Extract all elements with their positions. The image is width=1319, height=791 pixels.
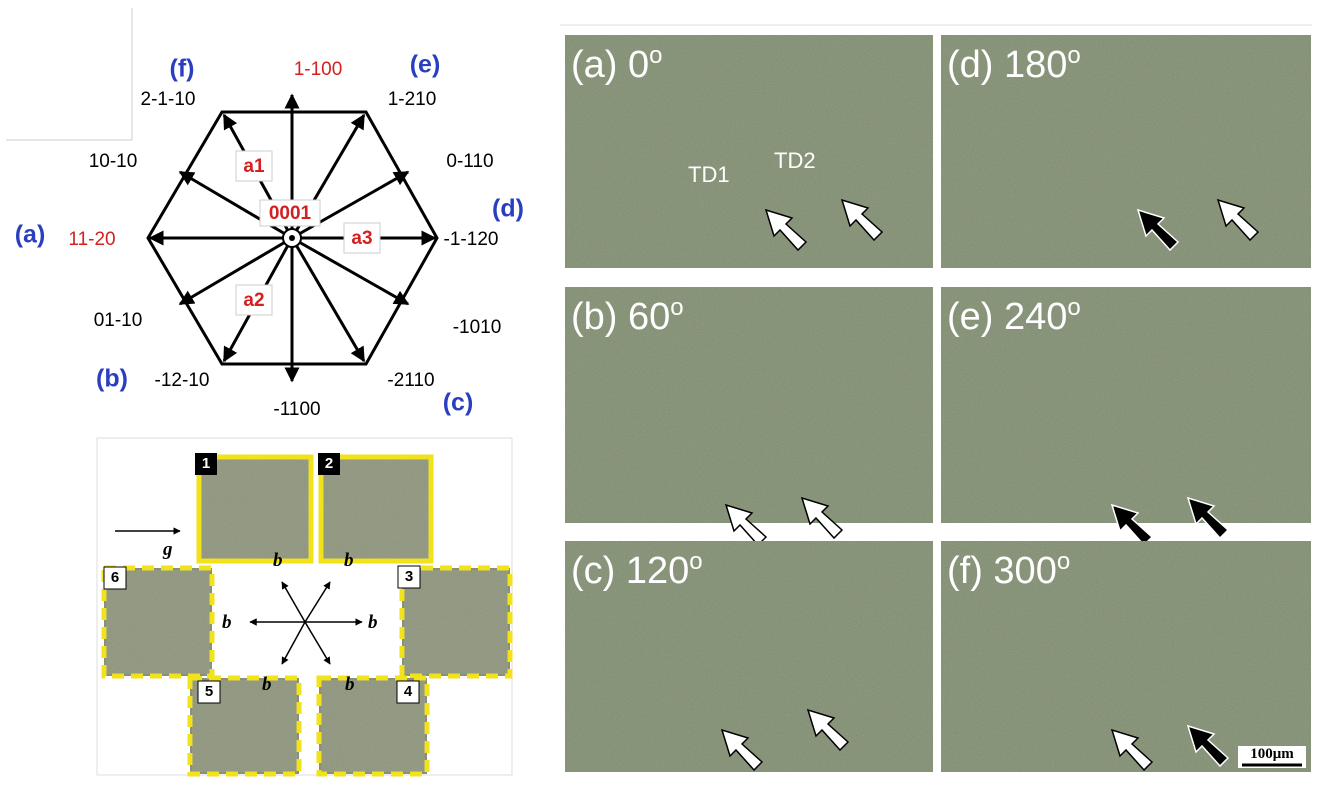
contrast-figure: 1 2 3 4 5 6 g b b b b b b	[97, 438, 512, 775]
panel-title-text: (f) 300	[947, 550, 1057, 592]
panel-letter: (f)	[170, 55, 195, 83]
panel-letter: (d)	[492, 195, 524, 223]
box-number: 5	[205, 683, 213, 700]
basal-label: 0001	[269, 203, 312, 224]
panel-title-text: (c) 120	[571, 550, 689, 592]
panel-title-sup: o	[670, 294, 683, 321]
annotation: TD2	[774, 148, 816, 173]
direction-label: 0-110	[446, 151, 493, 172]
panel-letter: (c)	[443, 389, 474, 417]
box-number: 2	[325, 455, 333, 472]
direction-label: -1100	[273, 399, 320, 420]
vector-label: a1	[243, 156, 265, 177]
panel-title: (d) 180o	[947, 42, 1081, 86]
box-number: 3	[405, 568, 413, 585]
direction-label: 1-210	[388, 89, 437, 110]
vector-label: a3	[351, 228, 372, 249]
panel-title-text: (b) 60	[571, 296, 670, 338]
texture	[201, 459, 309, 559]
b-label: b	[262, 674, 272, 695]
b-label: b	[345, 674, 355, 695]
direction-label: -1-120	[444, 229, 499, 250]
b-label: b	[273, 550, 283, 571]
direction-label: 01-10	[94, 310, 143, 331]
box-number: 4	[404, 683, 413, 700]
hexagon-diagram	[148, 95, 437, 381]
panel-title-text: (d) 180	[947, 44, 1067, 86]
panel-title-sup: o	[1057, 548, 1070, 575]
direction-label: -12-10	[155, 370, 210, 391]
direction-label: 2-1-10	[141, 89, 196, 110]
panel-title: (c) 120o	[571, 548, 703, 592]
panel-letter: (b)	[96, 365, 128, 393]
box-number: 6	[111, 569, 119, 586]
figure: 1-100 1-210 0-110 -1-120 -1010 -2110 -11…	[0, 0, 1319, 791]
direction-label: -2110	[387, 370, 434, 391]
scale-label: 100μm	[1250, 746, 1294, 762]
annotation: TD1	[688, 162, 730, 187]
arrow	[292, 238, 364, 361]
micrographs: (a) 0o(d) 180o(b) 60o(e) 240o(c) 120o(f)…	[560, 25, 1312, 772]
panel-letter: (a)	[15, 221, 46, 249]
vector-label: a2	[243, 290, 264, 311]
b-label: b	[222, 612, 232, 633]
direction-label: 1-100	[294, 59, 343, 80]
panel-title-text: (a) 0	[571, 44, 649, 86]
direction-label: 10-10	[89, 151, 138, 172]
panel-letter: (e)	[410, 51, 441, 79]
b-label: b	[368, 612, 378, 633]
direction-label: 11-20	[68, 229, 115, 250]
direction-label: -1010	[453, 317, 502, 338]
g-label: g	[162, 539, 173, 560]
panel-title: (e) 240o	[947, 294, 1081, 338]
center-dot	[289, 235, 295, 241]
b-label: b	[344, 550, 354, 571]
box-number: 1	[202, 455, 210, 472]
panel-title-sup: o	[689, 548, 702, 575]
panel-title-sup: o	[1067, 42, 1080, 69]
panel-title-sup: o	[649, 42, 662, 69]
panel-title: (a) 0o	[571, 42, 663, 86]
panel-title-text: (e) 240	[947, 296, 1067, 338]
panel-title: (f) 300o	[947, 548, 1070, 592]
panel-title: (b) 60o	[571, 294, 684, 338]
panel-title-sup: o	[1067, 294, 1080, 321]
